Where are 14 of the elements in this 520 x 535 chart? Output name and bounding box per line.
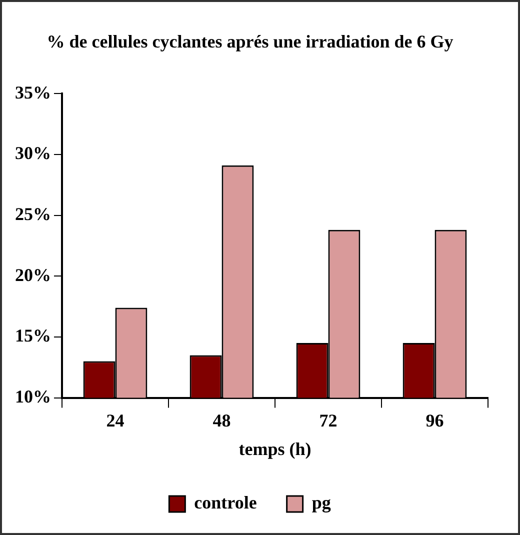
y-tick-label: 10% <box>15 386 51 406</box>
y-tick-label: 15% <box>15 326 51 346</box>
legend-label: pg <box>312 492 331 513</box>
y-tick-label: 35% <box>15 82 51 102</box>
y-tick-label: 25% <box>15 204 51 224</box>
y-tick-label: 30% <box>15 143 51 164</box>
legend-label: controle <box>194 492 257 513</box>
x-tick-label: 48 <box>212 410 231 430</box>
x-tick-label: 72 <box>319 410 338 430</box>
y-tick-label: 20% <box>15 264 51 285</box>
x-axis-title: temps (h) <box>238 438 312 459</box>
x-tick-label: 96 <box>426 410 444 430</box>
chart-title: % de cellules cyclantes aprés une irradiation de 6 Gy <box>46 31 454 52</box>
x-tick-label: 24 <box>106 410 124 430</box>
